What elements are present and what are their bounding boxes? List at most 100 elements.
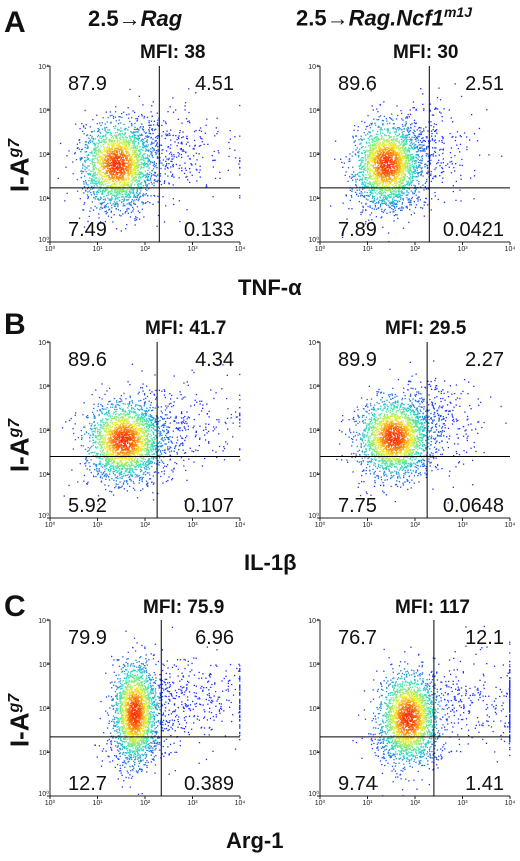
event-point [104, 221, 106, 223]
event-point [116, 178, 118, 180]
event-point [130, 171, 132, 174]
event-point [111, 204, 113, 207]
event-point [372, 151, 374, 154]
event-point [107, 169, 110, 172]
event-point [161, 135, 163, 137]
event-point [409, 153, 412, 156]
event-point [392, 193, 395, 195]
event-point [395, 171, 397, 173]
event-point [411, 156, 413, 158]
event-point [420, 88, 422, 90]
event-point [110, 216, 113, 219]
event-point [154, 145, 157, 147]
event-point [107, 158, 109, 160]
event-point [85, 151, 88, 153]
event-point [83, 175, 86, 177]
event-point [140, 126, 142, 128]
event-point [403, 185, 405, 188]
event-point [415, 146, 418, 148]
event-point [407, 180, 409, 182]
event-point [400, 150, 402, 152]
event-point [152, 150, 154, 152]
event-point [411, 171, 413, 173]
column-header-right-name: Rag.Ncf1 [348, 5, 444, 31]
event-point [376, 193, 378, 195]
event-point [114, 177, 116, 179]
event-point [157, 124, 159, 127]
event-point [347, 180, 349, 182]
event-point [122, 158, 124, 161]
event-point [188, 111, 190, 114]
event-point [399, 177, 401, 179]
event-point [374, 147, 376, 150]
event-point [84, 144, 86, 146]
event-point [369, 172, 371, 174]
event-point [409, 178, 411, 181]
event-point [129, 191, 132, 193]
event-point [404, 125, 406, 127]
event-point [86, 194, 89, 196]
event-point [378, 145, 380, 147]
event-point [152, 138, 154, 140]
event-point [138, 193, 140, 195]
event-point [406, 129, 409, 131]
event-point [146, 146, 148, 148]
event-point [425, 153, 428, 155]
event-point [407, 148, 410, 150]
event-point [130, 160, 132, 162]
event-point [418, 133, 420, 135]
event-point [147, 173, 149, 175]
event-point [398, 191, 400, 193]
event-point [109, 131, 111, 134]
event-point [136, 153, 138, 155]
event-point [157, 214, 160, 217]
event-point [376, 108, 378, 110]
event-point [374, 164, 376, 166]
event-point [96, 191, 98, 193]
event-point [405, 137, 407, 139]
event-point [114, 183, 116, 185]
event-point [167, 111, 169, 113]
event-point [403, 148, 405, 151]
event-point [435, 142, 437, 144]
event-point [361, 179, 364, 181]
event-point [404, 155, 406, 157]
event-point [203, 143, 205, 146]
event-point [395, 191, 397, 193]
event-point [426, 180, 428, 183]
event-point [394, 143, 396, 145]
event-point [360, 138, 362, 140]
event-point [408, 132, 410, 134]
event-point [103, 166, 105, 168]
event-point [361, 152, 363, 154]
event-point [126, 162, 128, 164]
event-point [108, 198, 111, 200]
event-point [157, 201, 159, 203]
event-point [460, 174, 462, 177]
event-point [118, 163, 120, 165]
event-point [398, 149, 400, 151]
event-point [427, 172, 429, 174]
event-point [376, 155, 378, 157]
event-point [125, 159, 128, 161]
event-point [376, 159, 379, 162]
event-point [387, 130, 389, 132]
event-point [181, 150, 184, 152]
event-point [392, 140, 394, 142]
event-point [380, 182, 383, 184]
event-point [106, 180, 108, 183]
event-point [135, 136, 137, 138]
event-point [358, 159, 360, 162]
event-point [369, 127, 372, 129]
event-point [394, 170, 396, 172]
event-point [395, 145, 397, 147]
event-point [418, 183, 420, 185]
event-point [377, 171, 379, 174]
event-point [435, 123, 437, 126]
event-point [395, 159, 398, 161]
event-point [386, 175, 389, 177]
event-point [103, 180, 106, 183]
event-point [398, 190, 400, 192]
event-point [389, 149, 391, 152]
event-point [131, 155, 133, 157]
